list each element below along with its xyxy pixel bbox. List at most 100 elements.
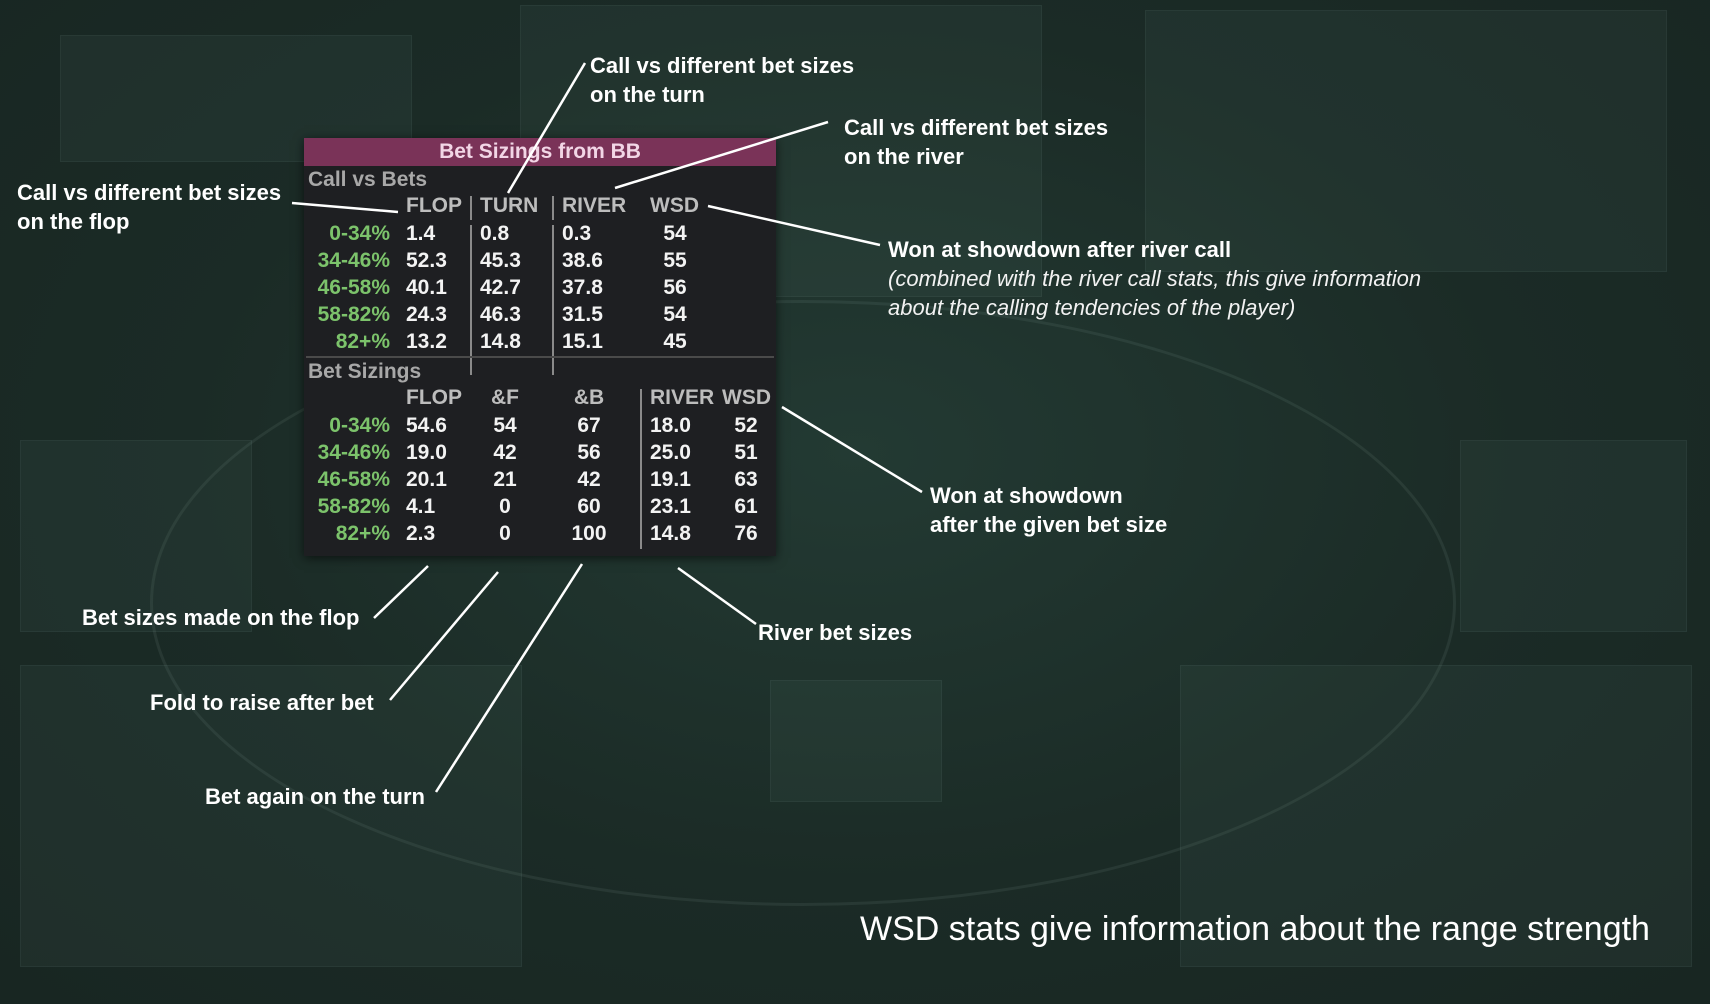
call-col-flop: FLOP xyxy=(406,194,462,217)
column-separator xyxy=(470,196,472,220)
annotation-line: on the turn xyxy=(590,82,705,107)
annotation-line: on the river xyxy=(844,144,964,169)
bet-sizings-hud: Bet Sizings from BB Call vs Bets FLOP TU… xyxy=(304,138,776,556)
bet-river-value: 18.0 xyxy=(650,414,691,437)
background-card-slot xyxy=(770,680,942,802)
bet-again-value: 67 xyxy=(577,414,601,437)
column-separator xyxy=(470,225,472,375)
call-col-river: RIVER xyxy=(562,194,627,217)
bet-fold-value: 54 xyxy=(493,414,517,437)
bet-again-value: 60 xyxy=(577,495,601,518)
bet-again-value: 56 xyxy=(577,441,601,464)
call-turn-value: 46.3 xyxy=(480,303,521,326)
leader-river-bet xyxy=(677,566,757,626)
bet-wsd-value: 52 xyxy=(734,414,758,437)
call-row-label: 46-58% xyxy=(317,276,390,299)
leader-flop-bet xyxy=(373,565,429,619)
background-hud-panel xyxy=(1145,10,1667,272)
annotation-wsd-bet: Won at showdown after the given bet size xyxy=(930,481,1167,539)
column-separator xyxy=(552,196,554,220)
annotation-line: Won at showdown xyxy=(930,483,1123,508)
leader-river-call xyxy=(614,120,829,190)
annotation-line: Call vs different bet sizes xyxy=(590,53,855,78)
leader-flop-call xyxy=(291,201,399,214)
bet-col-wsd: WSD xyxy=(722,386,771,409)
bet-wsd-value: 61 xyxy=(734,495,758,518)
leader-fold-raise xyxy=(389,571,499,701)
bet-flop-value: 54.6 xyxy=(406,414,447,437)
bet-wsd-value: 51 xyxy=(734,441,758,464)
bet-col-bet-again: &B xyxy=(573,386,605,409)
bet-fold-value: 0 xyxy=(499,495,511,518)
bet-col-flop: FLOP xyxy=(406,386,462,409)
call-turn-value: 42.7 xyxy=(480,276,521,299)
bet-section-heading: Bet Sizings xyxy=(308,360,422,383)
bet-row-label: 82+% xyxy=(335,522,390,545)
call-turn-value: 45.3 xyxy=(480,249,521,272)
call-row-label: 0-34% xyxy=(329,222,390,245)
call-col-turn: TURN xyxy=(480,194,539,217)
call-wsd-value: 56 xyxy=(663,276,687,299)
annotation-wsd-call-title: Won at showdown after river call xyxy=(888,237,1232,262)
background-hud-panel xyxy=(1460,440,1687,632)
leader-wsd-bet xyxy=(781,405,923,494)
call-turn-value: 14.8 xyxy=(480,330,521,353)
call-row-label: 34-46% xyxy=(317,249,390,272)
bet-wsd-value: 63 xyxy=(734,468,758,491)
bet-again-value: 42 xyxy=(577,468,601,491)
bet-river-value: 25.0 xyxy=(650,441,691,464)
bet-wsd-value: 76 xyxy=(734,522,758,545)
annotation-line: (combined with the river call stats, thi… xyxy=(888,266,1422,291)
call-section-heading: Call vs Bets xyxy=(308,168,428,191)
annotation-line: about the calling tendencies of the play… xyxy=(888,295,1296,320)
annotation-river-call: Call vs different bet sizes on the river xyxy=(844,113,1108,171)
bet-flop-value: 20.1 xyxy=(406,468,447,491)
bet-fold-value: 0 xyxy=(499,522,511,545)
call-row-label: 58-82% xyxy=(317,303,390,326)
leader-bet-again xyxy=(434,563,584,793)
background-hud-panel xyxy=(20,440,252,632)
annotation-line: after the given bet size xyxy=(930,512,1168,537)
call-col-wsd: WSD xyxy=(650,194,699,217)
bet-fold-value: 42 xyxy=(493,441,517,464)
table-outline xyxy=(150,300,1456,906)
column-separator xyxy=(640,389,642,549)
leader-wsd-call xyxy=(707,204,881,247)
call-river-value: 15.1 xyxy=(562,330,603,353)
bet-river-value: 19.1 xyxy=(650,468,691,491)
annotation-river-bet: River bet sizes xyxy=(758,620,913,645)
call-river-value: 31.5 xyxy=(562,303,603,326)
call-row-label: 82+% xyxy=(335,330,390,353)
bet-row-label: 46-58% xyxy=(317,468,390,491)
annotation-flop-call: Call vs different bet sizes on the flop xyxy=(17,178,281,236)
bet-col-river: RIVER xyxy=(650,386,715,409)
bet-river-value: 14.8 xyxy=(650,522,691,545)
annotation-line: on the flop xyxy=(17,209,130,234)
call-river-value: 37.8 xyxy=(562,276,603,299)
call-flop-value: 40.1 xyxy=(406,276,447,299)
call-flop-value: 1.4 xyxy=(406,222,436,245)
call-flop-value: 24.3 xyxy=(406,303,447,326)
bet-row-label: 34-46% xyxy=(317,441,390,464)
background-hud-panel xyxy=(20,665,522,967)
bet-row-label: 58-82% xyxy=(317,495,390,518)
call-turn-value: 0.8 xyxy=(480,222,510,245)
bet-fold-value: 21 xyxy=(493,468,517,491)
annotation-wsd-call-note: (combined with the river call stats, thi… xyxy=(888,264,1421,322)
bet-row-label: 0-34% xyxy=(329,414,390,437)
call-wsd-value: 54 xyxy=(663,222,687,245)
call-river-value: 0.3 xyxy=(562,222,592,245)
call-wsd-value: 54 xyxy=(663,303,687,326)
bet-flop-value: 4.1 xyxy=(406,495,436,518)
annotation-line: Call vs different bet sizes xyxy=(17,180,282,205)
bet-col-fold: &F xyxy=(491,386,519,409)
section-divider xyxy=(306,356,774,358)
bet-river-value: 23.1 xyxy=(650,495,691,518)
annotation-flop-bet: Bet sizes made on the flop xyxy=(82,605,360,630)
annotation-fold-raise: Fold to raise after bet xyxy=(150,690,374,715)
call-flop-value: 13.2 xyxy=(406,330,447,353)
annotation-turn-call: Call vs different bet sizes on the turn xyxy=(590,51,854,109)
call-flop-value: 52.3 xyxy=(406,249,447,272)
call-river-value: 38.6 xyxy=(562,249,603,272)
